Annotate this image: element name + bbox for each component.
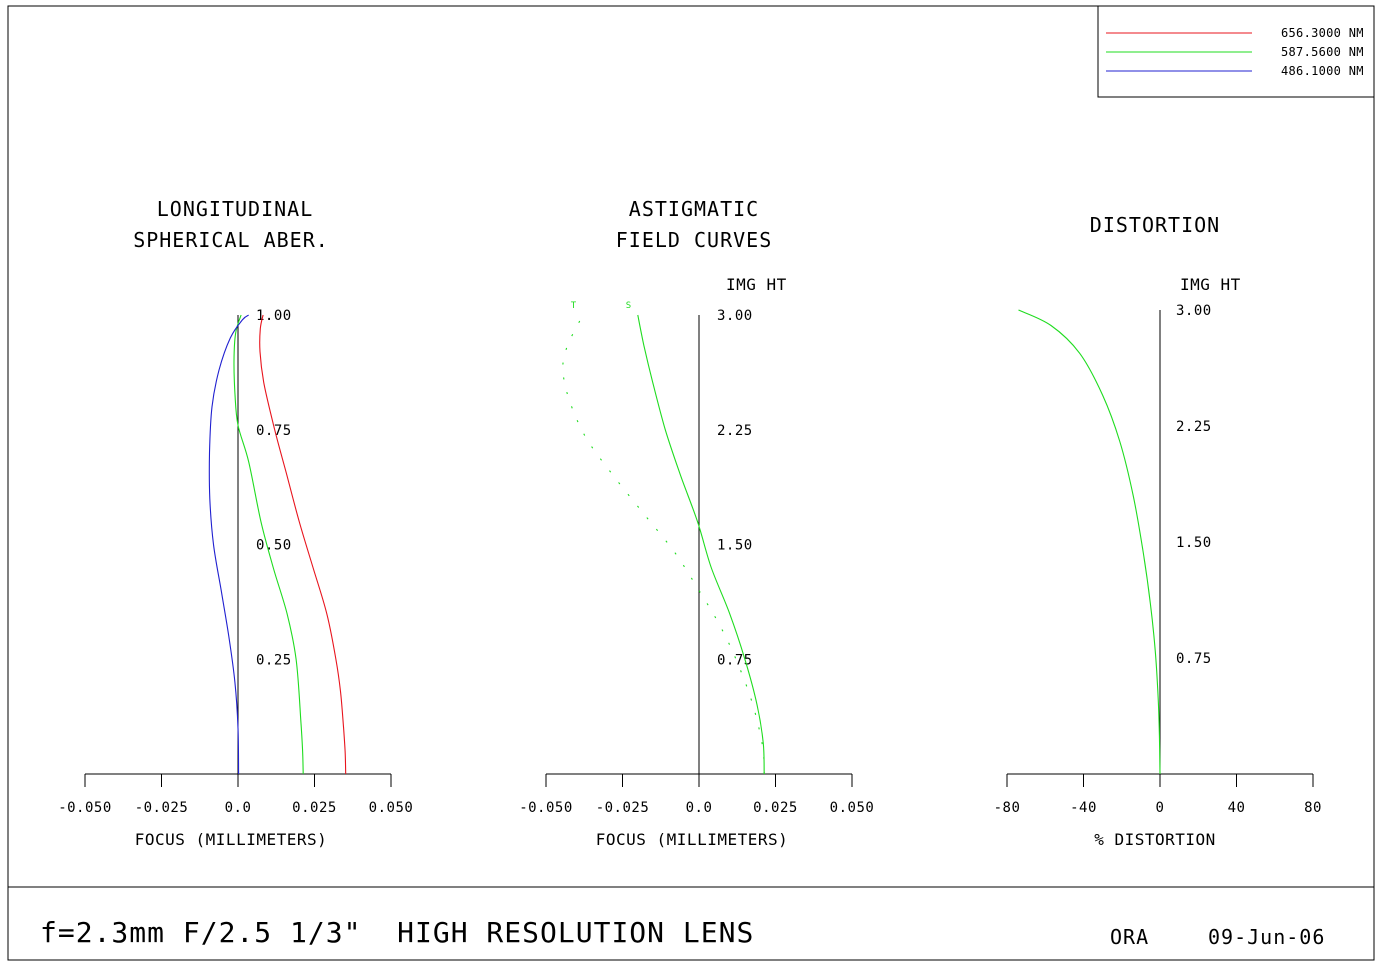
longitudinal-spherical-aberration-chart: LONGITUDINAL SPHERICAL ABER. -0.050 -0.02…: [58, 197, 413, 849]
x-tick-label: 0: [1156, 800, 1165, 816]
x-axis-label: FOCUS (MILLIMETERS): [135, 830, 328, 849]
curve-marker-s: S: [626, 301, 631, 311]
x-tick-label: 0.025: [753, 800, 798, 816]
legend-label-656: 656.3000 NM: [1281, 26, 1364, 40]
page-border: [7, 5, 1375, 961]
chart-title: DISTORTION: [1090, 213, 1220, 237]
y-tick-label: 0.75: [256, 423, 292, 439]
chart-title-line1: ASTIGMATIC: [629, 197, 759, 221]
y-tick-label: 1.50: [717, 538, 753, 554]
x-tick-label: -0.050: [519, 800, 573, 816]
y-axis-label: IMG HT: [1180, 275, 1241, 294]
chart-title-line2: FIELD CURVES: [616, 228, 773, 252]
x-tick-label: 80: [1304, 800, 1322, 816]
x-tick-label: -0.050: [58, 800, 112, 816]
x-tick-label: -0.025: [596, 800, 650, 816]
x-tick-label: 0.0: [225, 800, 252, 816]
curve-486-1000-nm: [208, 314, 250, 775]
curve-587-5600-nm: [233, 314, 304, 775]
astigmatic-field-curves-chart: ASTIGMATIC FIELD CURVES IMG HT -0.050 -0.…: [519, 197, 874, 849]
footer-title: f=2.3mm F/2.5 1/3" HIGH RESOLUTION LENS: [40, 916, 754, 949]
y-tick-label: 3.00: [1176, 303, 1212, 319]
x-tick-label: 0.0: [686, 800, 713, 816]
y-tick-label: 0.75: [1176, 651, 1212, 667]
y-axis-label: IMG HT: [726, 275, 787, 294]
x-tick-label: 0.050: [830, 800, 875, 816]
legend: 656.3000 NM 587.5600 NM 486.1000 NM: [1097, 5, 1375, 98]
curve-656-3000-nm: [259, 314, 347, 775]
distortion-chart: DISTORTION IMG HT -80 -40 0 40 80 0.75 1.50 2.2…: [994, 213, 1322, 849]
footer-date: 09-Jun-06: [1208, 925, 1325, 949]
x-tick-label: -40: [1070, 800, 1097, 816]
y-tick-label: 1.50: [1176, 535, 1212, 551]
y-tick-label: 2.25: [717, 423, 753, 439]
curve-587-5600-nm: [1018, 309, 1161, 775]
x-tick-label: -80: [994, 800, 1021, 816]
chart-title-line2: SPHERICAL ABER.: [133, 228, 329, 252]
y-tick-label: 0.25: [256, 652, 292, 668]
x-tick-label: 0.025: [292, 800, 337, 816]
footer-company: ORA: [1110, 925, 1149, 949]
curve-s: [637, 314, 765, 775]
x-axis-label: % DISTORTION: [1094, 830, 1216, 849]
x-axis-label: FOCUS (MILLIMETERS): [596, 830, 789, 849]
legend-label-486: 486.1000 NM: [1281, 64, 1364, 78]
curve-marker-t: T: [571, 301, 577, 311]
x-tick-label: -0.025: [135, 800, 189, 816]
x-tick-label: 40: [1228, 800, 1246, 816]
x-tick-label: 0.050: [369, 800, 414, 816]
y-tick-label: 0.50: [256, 538, 292, 554]
chart-title-line1: LONGITUDINAL: [157, 197, 314, 221]
y-tick-label: 1.00: [256, 308, 292, 324]
y-tick-label: 3.00: [717, 308, 753, 324]
y-tick-label: 2.25: [1176, 419, 1212, 435]
legend-label-587: 587.5600 NM: [1281, 45, 1364, 59]
